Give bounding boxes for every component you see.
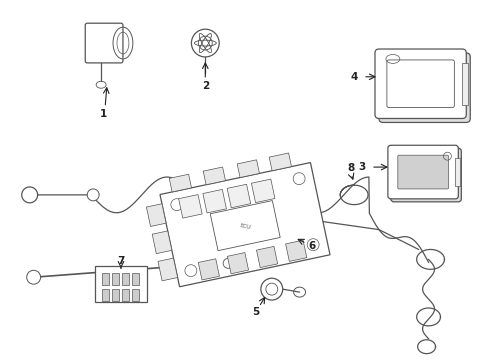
Bar [132,289,139,301]
Polygon shape [158,258,177,281]
Text: 3: 3 [359,162,366,172]
Circle shape [223,258,233,268]
Text: 7: 7 [117,256,124,266]
Bar [122,289,129,301]
Polygon shape [227,184,251,208]
Bar [102,289,109,301]
Bar [102,273,109,285]
Bar [112,289,119,301]
Bar [95,266,147,302]
Text: 8: 8 [347,163,355,173]
Text: 2: 2 [202,81,209,91]
Polygon shape [198,259,220,280]
Text: 5: 5 [252,307,260,317]
Bar [132,273,139,285]
Polygon shape [237,160,260,177]
Text: ECU: ECU [240,223,251,230]
Text: 4: 4 [350,72,358,82]
Circle shape [26,270,41,284]
Bar [455,158,460,186]
FancyBboxPatch shape [379,53,470,122]
FancyBboxPatch shape [388,145,458,199]
Polygon shape [169,174,192,192]
Polygon shape [256,246,278,267]
Polygon shape [269,153,292,171]
FancyBboxPatch shape [375,49,466,118]
Circle shape [87,189,99,201]
Polygon shape [286,240,307,261]
Bar [122,273,129,285]
Text: 6: 6 [309,242,316,252]
Bar [112,273,119,285]
Polygon shape [203,189,226,213]
Polygon shape [227,253,248,274]
Text: 1: 1 [99,108,107,118]
Polygon shape [251,179,275,203]
Circle shape [261,278,283,300]
Polygon shape [203,167,225,185]
Polygon shape [160,163,330,287]
Polygon shape [179,194,202,218]
FancyBboxPatch shape [387,60,454,108]
Polygon shape [210,201,280,251]
Bar [462,63,468,105]
FancyBboxPatch shape [85,23,123,63]
Polygon shape [147,204,166,226]
FancyBboxPatch shape [391,148,461,202]
Polygon shape [152,231,172,254]
FancyBboxPatch shape [398,155,448,189]
